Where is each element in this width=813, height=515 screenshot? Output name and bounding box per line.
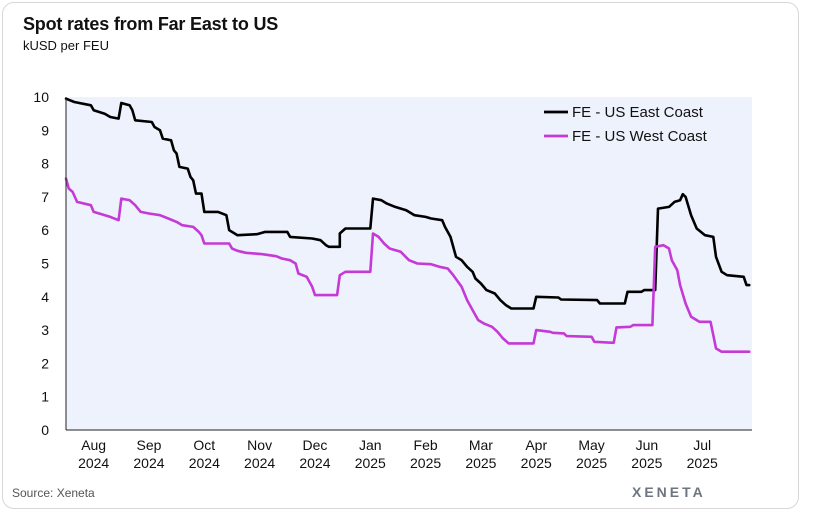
x-tick-month: Mar	[469, 437, 493, 453]
x-tick-year: 2025	[465, 455, 496, 471]
y-tick-label: 4	[41, 289, 49, 305]
x-tick-month: Apr	[525, 437, 547, 453]
y-axis-ticks: 0 1 2 3 4 5 6 7 8 9 10	[33, 89, 49, 438]
x-tick-year: 2024	[299, 455, 330, 471]
x-tick-month: Sep	[137, 437, 162, 453]
legend-label-east: FE - US East Coast	[572, 104, 704, 121]
x-tick-year: 2024	[244, 455, 275, 471]
chart-subtitle: kUSD per FEU	[23, 38, 109, 53]
x-tick-year: 2024	[189, 455, 220, 471]
y-tick-label: 1	[41, 389, 49, 405]
source-note: Source: Xeneta	[12, 486, 95, 500]
x-tick-year: 2025	[410, 455, 441, 471]
x-tick-month: Jun	[636, 437, 659, 453]
x-axis-ticks: Aug 2024 Sep 2024 Oct 2024 Nov 2024 Dec 2024 Jan 20…	[78, 437, 718, 471]
y-tick-label: 9	[41, 122, 49, 138]
x-tick-month: Dec	[302, 437, 327, 453]
x-tick-year: 2025	[355, 455, 386, 471]
xeneta-logo: XENETA	[632, 484, 706, 500]
series-line-east-coast	[64, 97, 751, 310]
x-tick-year: 2025	[521, 455, 552, 471]
x-tick-month: Jul	[693, 437, 711, 453]
x-tick-month: Feb	[414, 437, 438, 453]
x-tick-year: 2024	[133, 455, 164, 471]
y-tick-label: 8	[41, 156, 49, 172]
x-tick-month: Jan	[359, 437, 382, 453]
x-tick-month: Nov	[247, 437, 272, 453]
y-tick-label: 2	[41, 355, 49, 371]
x-tick-year: 2025	[576, 455, 607, 471]
legend-label-west: FE - US West Coast	[572, 128, 708, 145]
x-tick-month: May	[578, 437, 604, 453]
x-tick-year: 2024	[78, 455, 109, 471]
x-tick-year: 2025	[631, 455, 662, 471]
series-line-west-coast	[64, 177, 751, 353]
x-tick-month: Aug	[81, 437, 106, 453]
y-tick-label: 6	[41, 222, 49, 238]
y-tick-label: 0	[41, 422, 49, 438]
y-tick-label: 3	[41, 322, 49, 338]
series-layer	[64, 97, 751, 353]
plot-area	[66, 97, 752, 430]
chart-title: Spot rates from Far East to US	[23, 14, 279, 34]
y-tick-label: 5	[41, 256, 49, 272]
x-tick-month: Oct	[193, 437, 215, 453]
y-tick-label: 7	[41, 189, 49, 205]
y-tick-label: 10	[33, 89, 49, 105]
x-tick-year: 2025	[687, 455, 718, 471]
legend: FE - US East Coast FE - US West Coast	[544, 104, 708, 145]
